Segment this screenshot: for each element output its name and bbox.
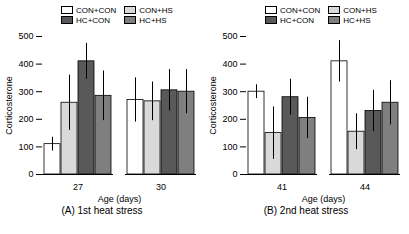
html-text:CON+CON: CON+CON (280, 5, 321, 15)
html-text:HC+HS: HC+HS (343, 15, 371, 25)
svg-text:30: 30 (156, 182, 166, 192)
html-text:CON+HS: CON+HS (139, 5, 173, 15)
svg-text:Corticosterone: Corticosterone (208, 76, 218, 135)
svg-text:100: 100 (222, 142, 237, 152)
svg-text:44: 44 (360, 182, 370, 192)
svg-text:500: 500 (222, 31, 237, 41)
html-text:HC+CON: HC+CON (76, 15, 111, 25)
svg-text:Corticosterone: Corticosterone (4, 76, 14, 135)
svg-text:Age (days): Age (days) (302, 194, 346, 204)
svg-text:400: 400 (18, 59, 33, 69)
svg-text:100: 100 (18, 142, 33, 152)
svg-text:0: 0 (232, 169, 237, 179)
svg-text:300: 300 (18, 87, 33, 97)
svg-text:41: 41 (277, 182, 287, 192)
html-text:(A) 1st heat stress: (A) 1st heat stress (61, 205, 143, 216)
svg-text:300: 300 (222, 87, 237, 97)
svg-text:0: 0 (28, 169, 33, 179)
svg-text:200: 200 (18, 114, 33, 124)
html-text:HC+CON: HC+CON (280, 15, 315, 25)
svg-text:400: 400 (222, 59, 237, 69)
html-text:HC+HS: HC+HS (139, 15, 167, 25)
html-text:CON+HS: CON+HS (343, 5, 377, 15)
svg-text:Age (days): Age (days) (98, 194, 142, 204)
svg-text:200: 200 (222, 114, 237, 124)
html-text:(B) 2nd heat stress: (B) 2nd heat stress (263, 205, 349, 216)
svg-text:27: 27 (73, 182, 83, 192)
html-text:CON+CON: CON+CON (76, 5, 117, 15)
svg-text:500: 500 (18, 31, 33, 41)
